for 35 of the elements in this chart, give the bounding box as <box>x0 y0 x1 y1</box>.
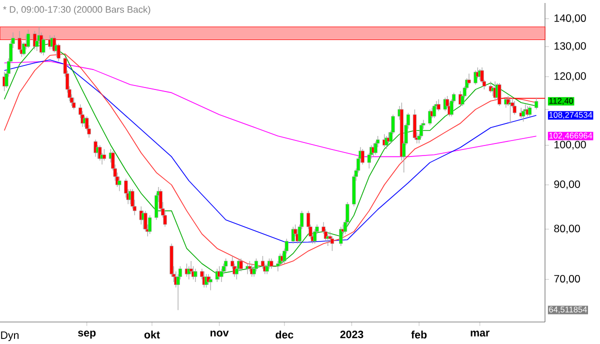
x-tick-label: mar <box>470 330 490 337</box>
candlestick <box>118 176 122 192</box>
text: 64,511854 <box>549 306 587 314</box>
candlestick <box>528 106 532 117</box>
y-tick-label: 130,00 <box>554 42 586 52</box>
y-tick-label: 70,00 <box>554 274 580 284</box>
annotation: 102,466964 <box>549 132 592 140</box>
candlestick <box>26 29 30 48</box>
y-tick-label: 120,00 <box>554 72 586 82</box>
annotation: 112,40 <box>549 98 574 105</box>
y-tick-label: 90,00 <box>554 180 580 190</box>
candlestick <box>208 276 212 291</box>
y-tick-label: 140,00 <box>554 14 586 24</box>
candlestick <box>102 148 106 161</box>
x-tick-label: feb <box>411 330 427 338</box>
x-tick-label: sep <box>78 330 96 339</box>
text: Dyn <box>1 332 19 342</box>
line-series <box>4 60 537 158</box>
candlestick <box>224 258 228 272</box>
y-tick-label: 80,00 <box>554 224 580 234</box>
candlestick <box>534 97 538 110</box>
x-tick-label: nov <box>210 330 229 337</box>
candlestick <box>339 226 343 246</box>
annotation: 108,274534 <box>549 112 592 119</box>
candlestick <box>148 214 152 234</box>
candlestick <box>194 268 198 282</box>
candlestick <box>72 97 76 110</box>
x-tick-label: dec <box>276 330 294 338</box>
candlestick <box>512 100 516 115</box>
candlestick <box>412 109 417 140</box>
x-tick-label: okt <box>144 330 160 338</box>
x-tick-label: 2023 <box>340 330 364 338</box>
candlestick <box>330 236 334 252</box>
y-tick-label: 100,00 <box>554 140 586 150</box>
chart-title: * D, 09:00-17:30 (20000 Bars Back) <box>3 6 150 15</box>
